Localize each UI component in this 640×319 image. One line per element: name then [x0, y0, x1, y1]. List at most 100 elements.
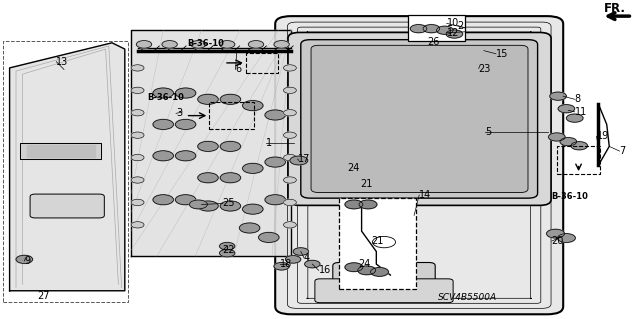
Circle shape: [243, 204, 263, 214]
Text: 12: 12: [447, 28, 459, 38]
Circle shape: [274, 41, 289, 48]
Circle shape: [265, 157, 285, 167]
Circle shape: [131, 110, 144, 116]
Circle shape: [131, 87, 144, 93]
Circle shape: [175, 151, 196, 161]
Text: 18: 18: [280, 259, 292, 269]
Circle shape: [131, 154, 144, 161]
Circle shape: [243, 163, 263, 173]
Text: 11: 11: [575, 107, 587, 117]
Circle shape: [243, 100, 263, 111]
Circle shape: [220, 242, 235, 250]
Text: 16: 16: [319, 265, 331, 275]
Circle shape: [220, 173, 241, 183]
Bar: [246, 53, 278, 73]
Circle shape: [248, 41, 264, 48]
Circle shape: [410, 25, 427, 33]
Circle shape: [571, 142, 588, 150]
Circle shape: [198, 141, 218, 152]
Circle shape: [131, 132, 144, 138]
Circle shape: [175, 88, 196, 98]
Circle shape: [175, 195, 196, 205]
Circle shape: [220, 249, 235, 257]
Text: 8: 8: [575, 94, 581, 104]
Circle shape: [220, 94, 241, 104]
Bar: [557, 146, 600, 174]
Circle shape: [293, 248, 308, 255]
Text: 14: 14: [419, 190, 431, 200]
Text: FR.: FR.: [604, 2, 625, 15]
FancyBboxPatch shape: [275, 16, 563, 314]
Text: SCV4B5500A: SCV4B5500A: [438, 293, 497, 302]
Text: B-36-10: B-36-10: [552, 192, 589, 201]
Polygon shape: [131, 30, 291, 256]
Circle shape: [189, 200, 207, 209]
Circle shape: [284, 177, 296, 183]
Text: 24: 24: [348, 163, 360, 173]
Text: 17: 17: [298, 154, 310, 164]
Bar: [3, 41, 128, 302]
Text: B-36-10: B-36-10: [188, 40, 225, 48]
Bar: [408, 15, 465, 41]
FancyBboxPatch shape: [30, 194, 104, 218]
Circle shape: [153, 151, 173, 161]
Circle shape: [259, 232, 279, 242]
Circle shape: [284, 132, 296, 138]
Circle shape: [550, 92, 566, 100]
Circle shape: [285, 256, 301, 263]
Circle shape: [290, 156, 308, 165]
Text: 7: 7: [620, 146, 626, 156]
Text: 1: 1: [266, 138, 272, 148]
Circle shape: [153, 119, 173, 130]
Circle shape: [372, 236, 396, 248]
Text: 2: 2: [458, 20, 464, 31]
Circle shape: [131, 199, 144, 205]
Polygon shape: [27, 145, 95, 157]
Circle shape: [162, 41, 177, 48]
Circle shape: [198, 94, 218, 104]
Circle shape: [423, 25, 440, 33]
Text: B-36-10: B-36-10: [147, 93, 184, 102]
Circle shape: [371, 268, 388, 276]
FancyBboxPatch shape: [333, 263, 435, 291]
Circle shape: [284, 65, 296, 71]
Circle shape: [220, 41, 235, 48]
Text: 9: 9: [24, 256, 31, 266]
Circle shape: [284, 87, 296, 93]
Circle shape: [198, 173, 218, 183]
Text: 4: 4: [304, 253, 310, 263]
Text: 26: 26: [428, 37, 440, 47]
Circle shape: [191, 41, 206, 48]
Circle shape: [548, 133, 565, 141]
Circle shape: [305, 260, 320, 268]
Text: 10: 10: [447, 19, 459, 28]
Bar: [209, 102, 254, 129]
Bar: [339, 198, 416, 289]
Text: 20: 20: [552, 236, 564, 246]
Circle shape: [284, 154, 296, 161]
Circle shape: [131, 222, 144, 228]
Circle shape: [560, 137, 577, 146]
Circle shape: [131, 177, 144, 183]
Circle shape: [220, 141, 241, 152]
Text: 21: 21: [371, 236, 383, 246]
Circle shape: [557, 234, 575, 242]
Circle shape: [547, 229, 564, 238]
Polygon shape: [20, 143, 101, 159]
FancyBboxPatch shape: [301, 40, 538, 198]
Circle shape: [274, 263, 289, 270]
Text: 5: 5: [485, 127, 492, 137]
Text: 24: 24: [358, 259, 371, 269]
FancyBboxPatch shape: [315, 279, 453, 303]
Text: 22: 22: [223, 245, 236, 255]
Circle shape: [239, 223, 260, 233]
Circle shape: [153, 195, 173, 205]
Circle shape: [345, 263, 363, 271]
Circle shape: [284, 110, 296, 116]
Circle shape: [436, 26, 453, 34]
Text: 15: 15: [496, 49, 508, 59]
Circle shape: [284, 199, 296, 205]
FancyBboxPatch shape: [288, 33, 551, 205]
FancyBboxPatch shape: [311, 45, 528, 192]
Circle shape: [153, 88, 173, 98]
